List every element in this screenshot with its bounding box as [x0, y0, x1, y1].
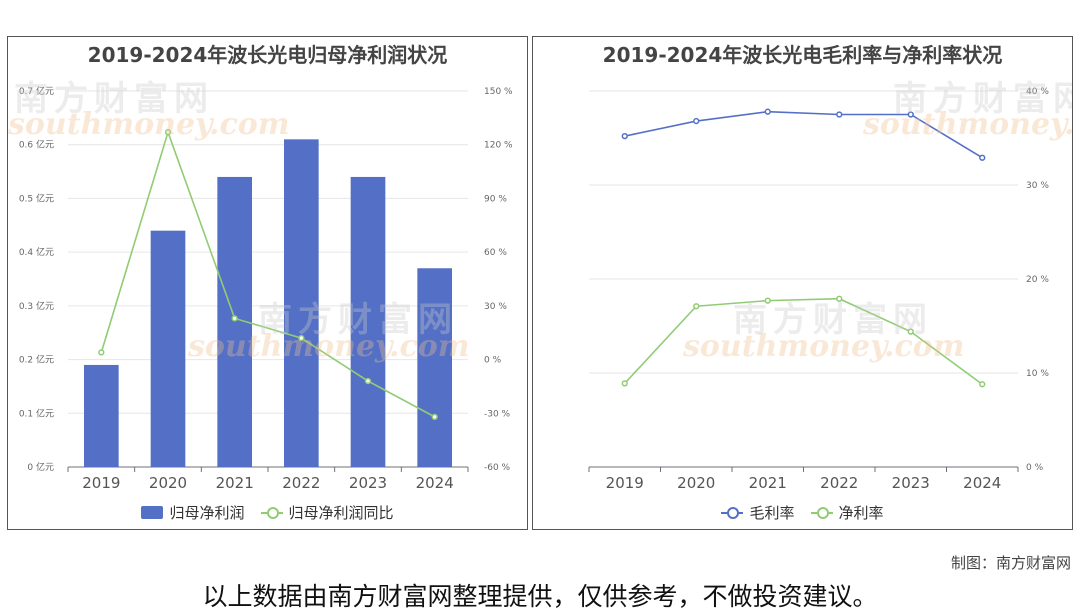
y-left-tick-label: 0.7 亿元: [19, 85, 54, 97]
x-tick-label: 2023: [892, 474, 930, 492]
y-right-tick-label: -60 %: [484, 463, 511, 473]
gross-margin-point: [907, 111, 914, 118]
left-chart-title: 2019-2024年波长光电归母净利润状况: [87, 43, 448, 67]
y-right-tick-label: 120 %: [484, 141, 513, 151]
legend-swatch: [721, 506, 744, 519]
y-left-tick-label: 0.6 亿元: [19, 139, 54, 151]
legend-item[interactable]: 净利率: [810, 502, 884, 523]
right-chart-legend: 毛利率 净利率: [533, 502, 1072, 523]
x-tick-label: 2020: [149, 474, 187, 492]
left-chart-svg: 0 亿元 0.1 亿元 0.2 亿元 0.3 亿元 0.4 亿元 0.5 亿元 0.6 亿元…: [19, 85, 513, 492]
x-tick-label: 2024: [416, 474, 454, 492]
x-tick-label: 2019: [606, 474, 644, 492]
y-right-tick-label: -30 %: [484, 409, 511, 419]
legend-item[interactable]: 毛利率: [721, 502, 795, 523]
y-right-tick-label: 0 %: [1026, 463, 1044, 473]
x-tick-label: 2022: [282, 474, 320, 492]
x-tick-label: 2023: [349, 474, 387, 492]
gross-margin-line: [624, 110, 983, 159]
x-tick-label: 2021: [749, 474, 787, 492]
x-tick-label: 2022: [820, 474, 858, 492]
net-margin-point: [764, 297, 771, 304]
yoy-point: [231, 315, 238, 322]
gross-margin-point: [836, 111, 843, 118]
legend-label: 归母净利润同比: [288, 504, 394, 522]
y-left-tick-label: 0.1 亿元: [19, 407, 54, 419]
x-tick-label: 2021: [216, 474, 254, 492]
right-chart-svg: 0 % 10 % 20 % 30 % 40 % 2019 2020 2021 2022 2023 2…: [588, 87, 1049, 492]
y-left-tick-label: 0.4 亿元: [19, 246, 54, 258]
yoy-line: [100, 129, 436, 418]
yoy-point: [98, 349, 105, 356]
net-margin-point: [621, 380, 628, 387]
legend-label: 净利率: [838, 504, 884, 522]
legend-label: 归母净利润: [169, 504, 245, 522]
right-chart-title: 2019-2024年波长光电毛利率与净利率状况: [602, 43, 1003, 67]
y-right-tick-label: 60 %: [484, 248, 507, 258]
legend-item[interactable]: 归母净利润: [141, 502, 245, 523]
yoy-point: [164, 129, 172, 136]
gross-margin-point: [764, 108, 771, 115]
yoy-point: [431, 413, 438, 421]
bar: [417, 268, 452, 467]
legend-swatch: [260, 506, 283, 519]
x-tick-label: 2020: [677, 474, 715, 492]
y-left-tick-label: 0 亿元: [27, 461, 54, 473]
bar: [350, 176, 386, 467]
left-chart-panel: 0 亿元 0.1 亿元 0.2 亿元 0.3 亿元 0.4 亿元 0.5 亿元 0.6 亿元…: [7, 36, 528, 530]
legend-swatch: [810, 506, 833, 519]
left-chart-legend: 归母净利润 归母净利润同比: [8, 502, 527, 523]
x-tick-label: 2019: [82, 474, 120, 492]
bar: [84, 364, 119, 467]
chart-credit: 制图：南方财富网: [950, 554, 1071, 572]
y-left-tick-label: 0.3 亿元: [19, 300, 54, 312]
y-left-tick-label: 0.2 亿元: [19, 354, 54, 366]
y-right-tick-label: 30 %: [484, 302, 507, 312]
y-right-tick-label: 10 %: [1026, 369, 1049, 379]
x-tick-label: 2024: [963, 474, 1001, 492]
net-margin-point: [693, 303, 700, 310]
legend-label: 毛利率: [749, 504, 795, 522]
gross-margin-point: [979, 154, 986, 161]
legend-item[interactable]: 归母净利润同比: [260, 502, 394, 523]
net-margin-line: [624, 297, 983, 385]
y-right-tick-label: 40 %: [1026, 87, 1049, 97]
y-right-tick-label: 150 %: [484, 87, 513, 97]
net-margin-point: [979, 381, 986, 388]
y-left-tick-label: 0.5 亿元: [19, 192, 54, 204]
y-right-tick-label: 90 %: [484, 194, 507, 204]
yoy-point: [298, 334, 305, 342]
right-chart-panel: 0 % 10 % 20 % 30 % 40 % 2019 2020 2021 2022 2023 2…: [532, 36, 1073, 530]
disclaimer-note: 以上数据由南方财富网整理提供，仅供参考，不做投资建议。: [202, 582, 878, 611]
gross-margin-point: [693, 117, 700, 125]
gross-margin-point: [621, 132, 628, 140]
net-margin-point: [907, 328, 914, 335]
bar: [150, 230, 186, 467]
y-right-tick-label: 0 %: [484, 356, 502, 366]
y-right-tick-label: 30 %: [1026, 181, 1049, 191]
bar: [284, 139, 319, 467]
y-right-tick-label: 20 %: [1026, 275, 1049, 285]
legend-swatch: [141, 506, 164, 519]
net-margin-point: [836, 295, 843, 302]
yoy-point: [364, 377, 372, 385]
